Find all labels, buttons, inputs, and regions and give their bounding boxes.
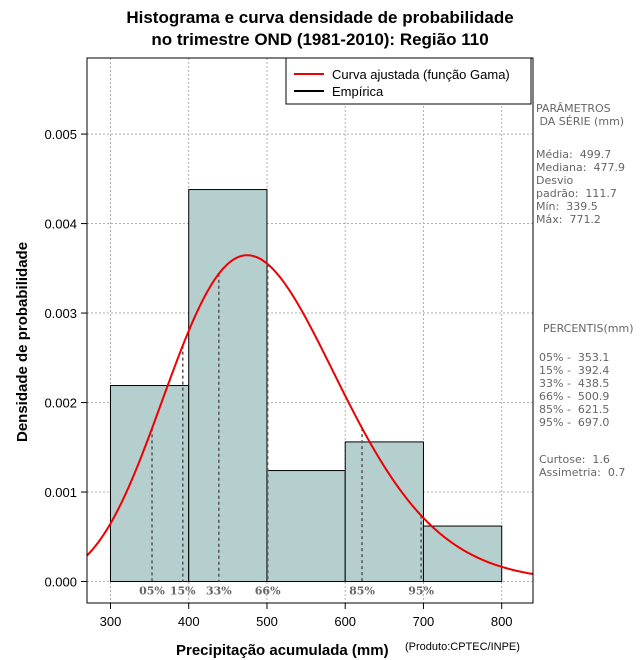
product-credit: (Produto:CPTEC/INPE) (405, 641, 520, 653)
percentis-body: 05% - 353.1 15% - 392.4 33% - 438.5 66% … (539, 351, 610, 429)
y-tick-label: 0.005 (44, 127, 77, 142)
x-tick-label: 400 (178, 614, 200, 629)
x-tick-label: 300 (100, 614, 122, 629)
percentile-label: 33% (206, 585, 232, 598)
percentile-label: 85% (349, 585, 375, 598)
chart-title-line1: Histograma e curva densidade de probabil… (126, 8, 514, 27)
y-tick-label: 0.002 (44, 396, 77, 411)
legend-label: Curva ajustada (função Gama) (332, 67, 510, 82)
y-tick-label: 0.000 (44, 575, 77, 590)
legend-label: Empírica (332, 84, 384, 99)
percentile-label: 15% (170, 585, 196, 598)
percentis-heading: PERCENTIS(mm) (543, 322, 634, 335)
y-tick-label: 0.003 (44, 306, 77, 321)
x-tick-label: 800 (491, 614, 513, 629)
percentile-markers: 05% 15% 33% 66% 85% 95% (139, 264, 435, 598)
y-tick-label: 0.001 (44, 485, 77, 500)
gamma-density-curve (86, 254, 534, 576)
x-tick-label: 500 (256, 614, 278, 629)
percentile-label: 05% (139, 585, 165, 598)
x-tick-label: 700 (413, 614, 435, 629)
axes: 300 400 500 600 700 800 0.000 0.001 0.002 0.003 0.… (44, 127, 512, 629)
percentile-label: 66% (255, 585, 281, 598)
x-tick-label: 600 (334, 614, 356, 629)
params-body: Média: 499.7 Mediana: 477.9 Desvio padrã… (536, 148, 625, 226)
legend-box (285, 57, 532, 105)
chart-title-line2: no trimestre OND (1981-2010): Região 110 (151, 30, 489, 49)
percentile-label: 95% (408, 585, 434, 598)
histogram-bar (422, 525, 503, 583)
legend: Curva ajustada (função Gama) Empírica (285, 57, 532, 105)
histogram-bar (266, 470, 346, 583)
histogram-bar (188, 189, 268, 583)
histogram-bars (109, 189, 503, 583)
params-heading: PARÂMETROS DA SÉRIE (mm) (536, 102, 625, 128)
histogram-bar (109, 385, 190, 583)
stats-body: Curtose: 1.6 Assimetria: 0.7 (539, 453, 626, 479)
y-axis-label: Densidade de probabilidade (14, 241, 31, 442)
y-tick-label: 0.004 (44, 217, 77, 232)
x-axis-label: Precipitação acumulada (mm) (176, 642, 389, 659)
histogram-bar (344, 441, 424, 583)
